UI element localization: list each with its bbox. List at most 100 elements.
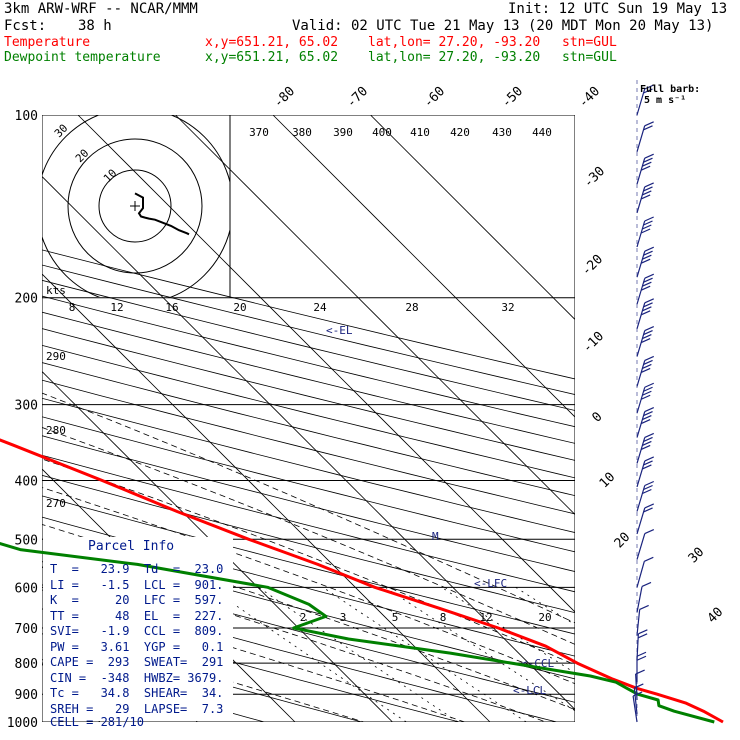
dry-adiabat [42, 344, 575, 479]
isotherm-line [42, 175, 575, 711]
theta-label: 400 [372, 126, 392, 139]
dry-adiabat [42, 474, 575, 614]
isotherm-label: 0 [589, 409, 605, 425]
dry-adiabat [42, 279, 575, 411]
mixing-ratio-label: 2 [300, 611, 307, 624]
moist-adiabat [42, 392, 575, 624]
speed-tick-label: 24 [313, 301, 327, 314]
mixing-ratio-line [385, 586, 575, 712]
isotherm-label: -10 [580, 329, 607, 356]
isotherm-label: -70 [344, 84, 371, 111]
theta-label: 390 [333, 126, 353, 139]
legend-dewpoint-station: stn=GUL [562, 50, 617, 65]
barb-legend-value: 5 m s⁻¹ [644, 95, 687, 106]
wind-barb [636, 456, 655, 488]
mixing-ratio-label: 5 [392, 611, 399, 624]
parcel-row: T = 23.9 Td = 23.0 [50, 562, 224, 576]
theta-label: 380 [292, 126, 312, 139]
isotherm-label: -80 [271, 84, 298, 111]
wind-barb [636, 581, 652, 613]
pressure-label: 600 [15, 581, 38, 596]
wind-barb [636, 556, 654, 588]
speed-tick-label: 32 [501, 301, 514, 314]
pressure-label: 900 [15, 688, 38, 703]
isotherm-label: -20 [579, 252, 606, 279]
parcel-row: CAPE = 293 SWEAT= 291 [50, 655, 224, 669]
parcel-row: SREH = 29 LAPSE= 7.3 [50, 701, 224, 716]
level-marker: M [432, 530, 439, 543]
isotherm-label: 40 [705, 605, 727, 627]
mixing-ratio-label: 3 [340, 611, 347, 624]
dry-adiabat [42, 362, 575, 497]
speed-tick-label: 16 [165, 301, 178, 314]
pressure-label: 100 [15, 109, 38, 124]
parcel-row: LI = -1.5 LCL = 901. [50, 577, 224, 592]
level-marker: <-LCL [513, 684, 546, 697]
wind-barb [636, 604, 649, 636]
hodograph-unit: kts [46, 284, 66, 297]
dry-adiabat [42, 264, 575, 395]
hodograph-ring-label: 20 [73, 147, 92, 166]
wind-barb [636, 382, 655, 414]
isotherm-line [175, 115, 575, 516]
dry-adiabat [42, 328, 575, 461]
pressure-label: 500 [15, 533, 38, 548]
hodograph-trace [134, 192, 190, 236]
parcel-row: K = 20 LFC = 597. [50, 593, 224, 607]
dry-adiabat [42, 295, 575, 428]
moist-adiabat [42, 524, 575, 711]
legend-dewpoint-coords: x,y=651.21, 65.02 [205, 50, 339, 65]
pressure-label: 300 [15, 399, 38, 414]
wind-barb [636, 432, 655, 464]
wind-barb [632, 691, 643, 723]
model-title: 3km ARW-WRF -- NCAR/MMM [4, 1, 198, 17]
wind-barb [636, 246, 655, 278]
speed-tick-label: 20 [233, 301, 246, 314]
legend-temperature-station: stn=GUL [562, 35, 617, 50]
mixing-ratio-label: 8 [440, 611, 447, 624]
wind-barb [636, 182, 654, 214]
dry-adiabat [42, 311, 575, 444]
mixing-ratio-line [515, 586, 575, 626]
isotherm-label: -50 [499, 84, 526, 111]
valid-time: Valid: 02 UTC Tue 21 May 13 (20 MDT Mon … [292, 18, 714, 34]
wind-barb [636, 84, 654, 116]
forecast-label: Fcst: [4, 18, 47, 34]
level-marker: <-EL [326, 324, 353, 337]
legend-temperature: Temperature [4, 35, 91, 50]
hodograph-ring [67, 138, 203, 274]
dry-adiabat [42, 633, 364, 722]
dry-adiabat [42, 249, 575, 380]
moist-adiabat [42, 458, 575, 666]
moist-adiabat [42, 625, 366, 722]
isotherm-label: 20 [612, 530, 634, 552]
wind-barb [636, 651, 647, 683]
parcel-panel-bg [43, 537, 233, 721]
pressure-label: 700 [15, 622, 38, 637]
isotherm-label: -40 [576, 84, 603, 111]
parcel-row: CIN = -348 HWBZ= 3679. [50, 670, 224, 685]
theta-e-label: 290 [46, 350, 66, 363]
theta-e-label: 280 [46, 424, 66, 437]
isotherm-label: -30 [581, 164, 608, 191]
wind-barb [636, 529, 655, 560]
forecast-hours: 38 h [78, 18, 112, 34]
pressure-label: 400 [15, 474, 38, 489]
parcel-row: PW = 3.61 YGP = 0.1 [50, 639, 224, 654]
wind-barb [636, 407, 655, 438]
speed-tick-label: 8 [69, 301, 76, 314]
parcel-row: TT = 48 EL = 227. [50, 608, 224, 623]
wind-barb [636, 326, 655, 357]
hodograph-ring-label: 10 [101, 167, 120, 186]
init-time: Init: 12 UTC Sun 19 May 13 [508, 1, 728, 17]
mixing-ratio-label: 20 [538, 611, 551, 624]
theta-label: 440 [532, 126, 552, 139]
wind-barb [636, 480, 655, 512]
moist-adiabat [42, 427, 575, 645]
dewpoint-line [0, 542, 715, 724]
theta-label: 370 [249, 126, 269, 139]
wind-barb [636, 273, 655, 305]
barb-legend-title: Full barb: [640, 84, 701, 95]
pressure-label: 800 [15, 657, 38, 672]
